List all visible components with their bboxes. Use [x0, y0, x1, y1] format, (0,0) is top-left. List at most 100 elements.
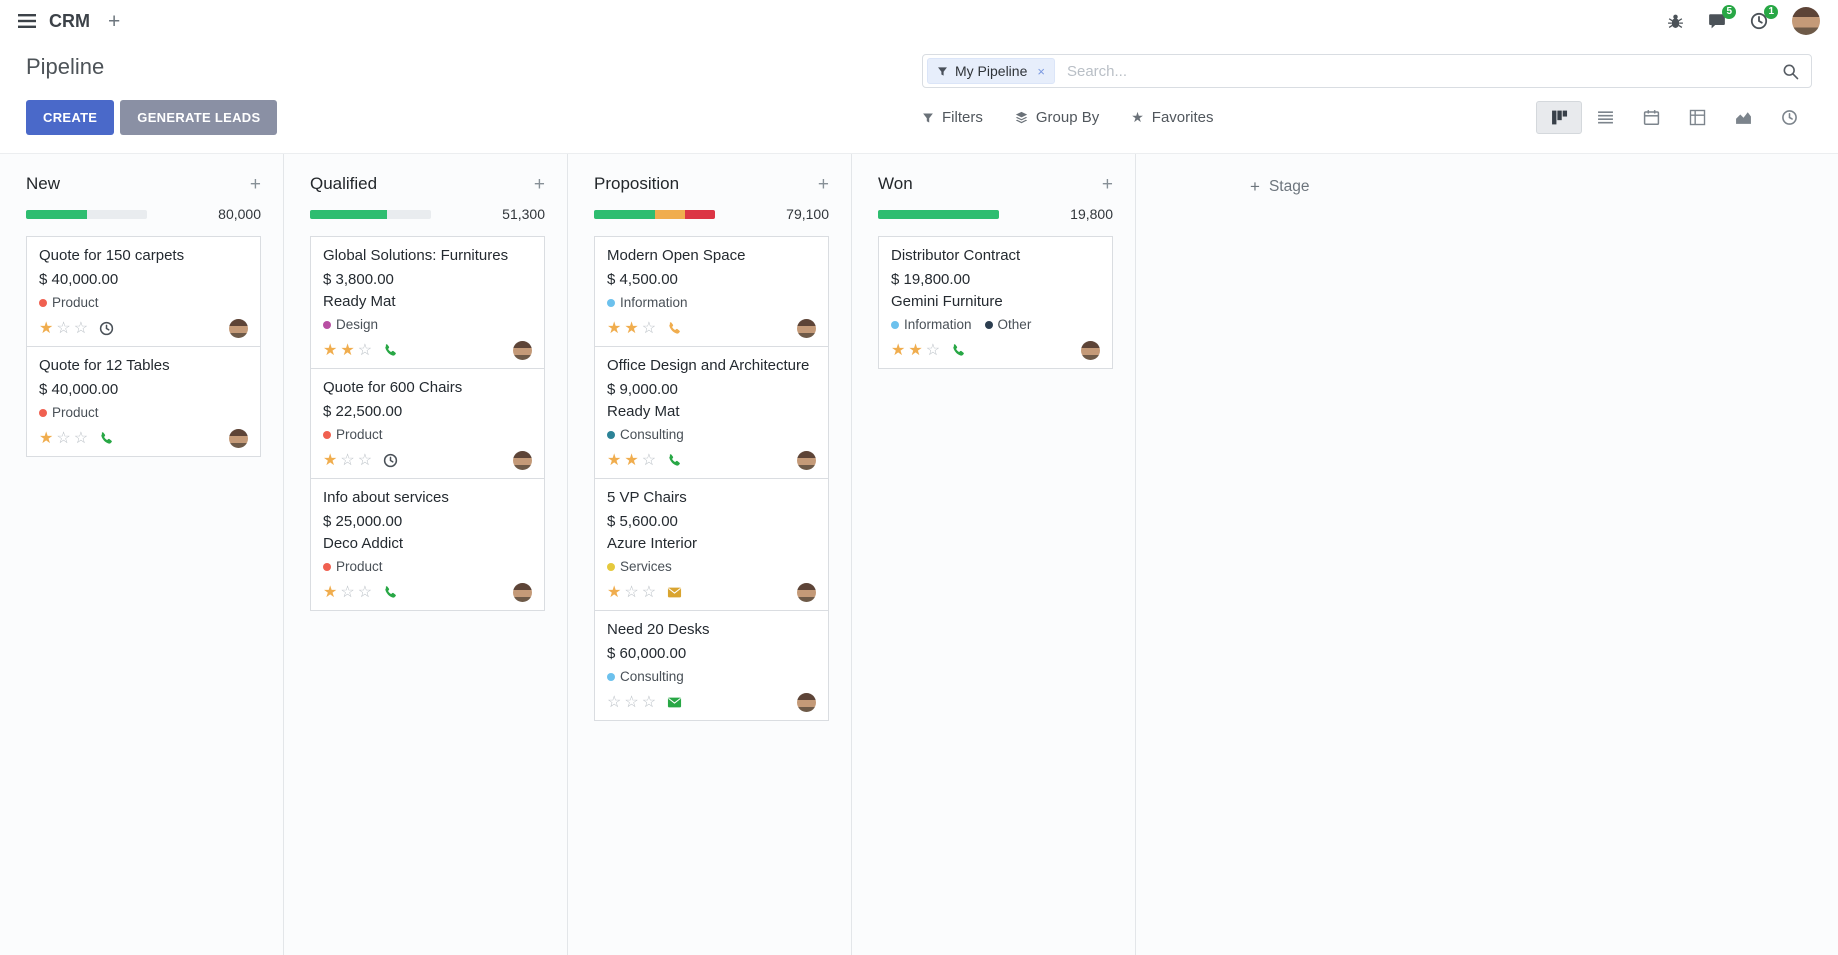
search-icon[interactable]: [1782, 63, 1799, 80]
activity-clock-icon[interactable]: [383, 453, 398, 468]
priority-star-icon[interactable]: ★: [607, 451, 622, 469]
search-input[interactable]: Search...: [1066, 62, 1127, 80]
priority-star-icon[interactable]: ☆: [624, 583, 639, 601]
column-expected-revenue: 51,300: [502, 206, 545, 222]
activities-clock-icon[interactable]: 1: [1750, 5, 1778, 30]
priority-star-icon[interactable]: ☆: [641, 583, 657, 601]
group-by-button[interactable]: Group By: [1015, 109, 1099, 126]
column-add-icon[interactable]: +: [817, 173, 829, 195]
priority-star-icon[interactable]: ☆: [357, 451, 373, 469]
priority-star-icon[interactable]: ★: [323, 451, 338, 469]
column-progress-bar[interactable]: [310, 209, 431, 219]
add-stage-button[interactable]: + Stage: [1136, 154, 1309, 955]
favorites-button[interactable]: ★ Favorites: [1131, 109, 1213, 126]
kanban-card[interactable]: Info about services $ 25,000.00 Deco Addic…: [310, 478, 545, 611]
column-progress-bar[interactable]: [878, 209, 999, 219]
priority-star-icon[interactable]: ★: [323, 341, 338, 359]
view-calendar-button[interactable]: [1628, 101, 1674, 134]
priority-star-icon[interactable]: ☆: [925, 341, 941, 359]
priority-star-icon[interactable]: ★: [340, 341, 355, 359]
priority-star-icon[interactable]: ☆: [56, 429, 71, 447]
priority-star-icon[interactable]: ☆: [641, 693, 657, 711]
priority-star-icon[interactable]: ☆: [73, 429, 89, 447]
priority-star-icon[interactable]: ☆: [641, 319, 657, 337]
view-list-button[interactable]: [1582, 101, 1628, 134]
activity-phone-icon[interactable]: [667, 321, 682, 336]
priority-star-icon[interactable]: ☆: [641, 451, 657, 469]
activity-phone-icon[interactable]: [99, 431, 114, 446]
create-button[interactable]: CREATE: [26, 100, 115, 135]
card-tag: Product: [39, 405, 99, 420]
column-add-icon[interactable]: +: [1101, 173, 1113, 195]
kanban-column-won: Won +19,800 Distributor Contract $ 19,800.0…: [852, 154, 1136, 955]
activity-phone-icon[interactable]: [383, 585, 398, 600]
activity-phone-icon[interactable]: [667, 453, 682, 468]
activity-phone-icon[interactable]: [951, 343, 966, 358]
view-kanban-button[interactable]: [1536, 101, 1582, 134]
priority-star-icon[interactable]: ☆: [56, 319, 71, 337]
generate-leads-button[interactable]: GENERATE LEADS: [120, 100, 278, 135]
column-add-icon[interactable]: +: [533, 173, 545, 195]
tag-color-dot: [607, 298, 615, 307]
card-tag: Information: [891, 317, 972, 332]
priority-star-icon[interactable]: ☆: [607, 693, 622, 711]
column-progress-bar[interactable]: [594, 209, 715, 219]
kanban-column-new: New +80,000 Quote for 150 carpets $ 40,000.…: [0, 154, 284, 955]
card-amount: $ 3,800.00: [323, 271, 394, 288]
priority-star-icon[interactable]: ★: [624, 319, 639, 337]
priority-star-icon[interactable]: ★: [908, 341, 923, 359]
kanban-card[interactable]: Modern Open Space $ 4,500.00 Information ★ ★…: [594, 236, 829, 347]
priority-star-icon[interactable]: ☆: [624, 693, 639, 711]
add-menu-icon[interactable]: +: [108, 9, 121, 33]
kanban-card[interactable]: Distributor Contract $ 19,800.00 Gemini Fu…: [878, 236, 1113, 369]
user-avatar[interactable]: [1792, 7, 1820, 35]
search-facet-my-pipeline[interactable]: My Pipeline ×: [927, 58, 1055, 84]
priority-star-icon[interactable]: ☆: [340, 583, 355, 601]
tag-color-dot: [323, 430, 331, 439]
priority-star-icon[interactable]: ★: [607, 319, 622, 337]
messages-icon[interactable]: 5: [1708, 5, 1736, 30]
apps-menu-icon[interactable]: [18, 14, 36, 28]
view-graph-button[interactable]: [1720, 101, 1766, 134]
activity-clock-icon[interactable]: [99, 321, 114, 336]
kanban-card[interactable]: Need 20 Desks $ 60,000.00 Consulting ☆ ☆ ☆: [594, 610, 829, 721]
column-add-icon[interactable]: +: [249, 173, 261, 195]
priority-star-icon[interactable]: ☆: [357, 341, 373, 359]
activity-envelope-icon[interactable]: [667, 695, 682, 710]
card-title: Quote for 12 Tables: [39, 357, 170, 374]
salesperson-avatar: [797, 693, 816, 712]
priority-star-icon[interactable]: ★: [891, 341, 906, 359]
priority-star-icon[interactable]: ★: [624, 451, 639, 469]
kanban-card[interactable]: Quote for 600 Chairs $ 22,500.00 Product ★ ☆…: [310, 368, 545, 479]
kanban-column-proposition: Proposition +79,100 Modern Open Space $ 4,5…: [568, 154, 852, 955]
tag-label: Services: [620, 559, 672, 574]
filters-button[interactable]: Filters: [922, 109, 983, 126]
priority-star-icon[interactable]: ☆: [340, 451, 355, 469]
kanban-card[interactable]: Global Solutions: Furnitures $ 3,800.00 Re…: [310, 236, 545, 369]
kanban-card[interactable]: Quote for 12 Tables $ 40,000.00 Product ★ ☆ ☆: [26, 346, 261, 457]
salesperson-avatar: [513, 341, 532, 360]
priority-star-icon[interactable]: ☆: [357, 583, 373, 601]
card-company: Ready Mat: [323, 293, 396, 310]
navbar-systray: 5 1: [1667, 5, 1820, 35]
kanban-card[interactable]: Office Design and Architecture $ 9,000.00…: [594, 346, 829, 479]
debug-bug-icon[interactable]: [1667, 13, 1684, 30]
facet-remove-icon[interactable]: ×: [1037, 63, 1045, 79]
priority-star-icon[interactable]: ★: [607, 583, 622, 601]
activity-envelope-icon[interactable]: [667, 585, 682, 600]
priority-star-icon[interactable]: ★: [39, 319, 54, 337]
column-progress-bar[interactable]: [26, 209, 147, 219]
activity-phone-icon[interactable]: [383, 343, 398, 358]
priority-star-icon[interactable]: ★: [323, 583, 338, 601]
priority-star-icon[interactable]: ☆: [73, 319, 89, 337]
kanban-card[interactable]: Quote for 150 carpets $ 40,000.00 Product ★…: [26, 236, 261, 347]
search-bar[interactable]: My Pipeline × Search...: [922, 54, 1812, 88]
priority-star-icon[interactable]: ★: [39, 429, 54, 447]
app-name[interactable]: CRM: [49, 10, 90, 31]
page-title: Pipeline: [26, 54, 105, 79]
salesperson-avatar: [513, 583, 532, 602]
kanban-card[interactable]: 5 VP Chairs $ 5,600.00 Azure Interior Servi…: [594, 478, 829, 611]
view-pivot-button[interactable]: [1674, 101, 1720, 134]
salesperson-avatar: [229, 429, 248, 448]
view-activity-button[interactable]: [1766, 101, 1812, 134]
